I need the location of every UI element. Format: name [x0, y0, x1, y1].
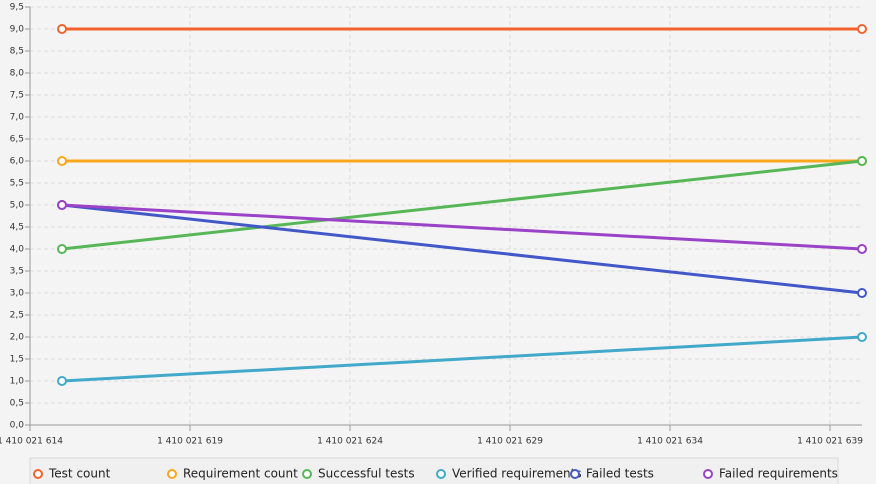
y-tick-label: 6,5 — [10, 135, 24, 145]
legend-label: Failed requirements — [719, 467, 838, 481]
y-tick-label: 4,0 — [10, 245, 25, 255]
legend-marker — [33, 469, 43, 479]
x-tick-label: 1 410 021 624 — [317, 437, 383, 447]
y-tick-label: 9,5 — [10, 3, 24, 13]
legend-label: Test count — [48, 467, 111, 481]
y-tick-label: 7,5 — [10, 91, 24, 101]
y-tick-label: 0,0 — [10, 421, 25, 431]
series-line — [61, 159, 863, 251]
x-tick-label: 1 410 021 629 — [477, 437, 543, 447]
data-point — [857, 24, 867, 34]
y-tick-label: 9,0 — [10, 25, 25, 35]
y-tick-label: 7,0 — [10, 113, 25, 123]
legend-label: Requirement count — [183, 467, 298, 481]
series-line — [61, 203, 863, 295]
data-point — [857, 244, 867, 254]
x-tick-label: 1 410 021 634 — [637, 437, 703, 447]
data-point — [57, 156, 67, 166]
y-tick-label: 8,0 — [10, 69, 25, 79]
legend-marker — [703, 469, 713, 479]
legend-label: Successful tests — [318, 467, 415, 481]
x-tick-label: 1 410 021 614 — [0, 437, 63, 447]
legend-label: Verified requirements — [452, 467, 582, 481]
data-point — [57, 200, 67, 210]
legend-box — [29, 457, 839, 484]
y-tick-label: 2,5 — [10, 311, 24, 321]
x-tick-label: 1 410 021 639 — [797, 437, 863, 447]
series-line — [61, 335, 863, 383]
y-tick-label: 1,0 — [10, 377, 25, 387]
y-tick-label: 4,5 — [10, 223, 24, 233]
data-point — [857, 288, 867, 298]
data-point — [57, 244, 67, 254]
data-point — [857, 156, 867, 166]
legend-marker — [167, 469, 177, 479]
x-tick-label: 1 410 021 619 — [157, 437, 223, 447]
legend-label: Failed tests — [586, 467, 654, 481]
y-tick-label: 1,5 — [10, 355, 24, 365]
series-line — [61, 203, 863, 251]
y-tick-label: 3,0 — [10, 289, 25, 299]
y-tick-label: 3,5 — [10, 267, 24, 277]
y-tick-label: 6,0 — [10, 157, 25, 167]
y-tick-label: 2,0 — [10, 333, 25, 343]
data-point — [57, 24, 67, 34]
legend-marker — [302, 469, 312, 479]
y-tick-label: 0,5 — [10, 399, 24, 409]
legend-marker — [570, 469, 580, 479]
legend-marker — [436, 469, 446, 479]
y-tick-label: 8,5 — [10, 47, 24, 57]
data-point — [57, 376, 67, 386]
y-tick-label: 5,5 — [10, 179, 24, 189]
data-point — [857, 332, 867, 342]
y-tick-label: 5,0 — [10, 201, 25, 211]
